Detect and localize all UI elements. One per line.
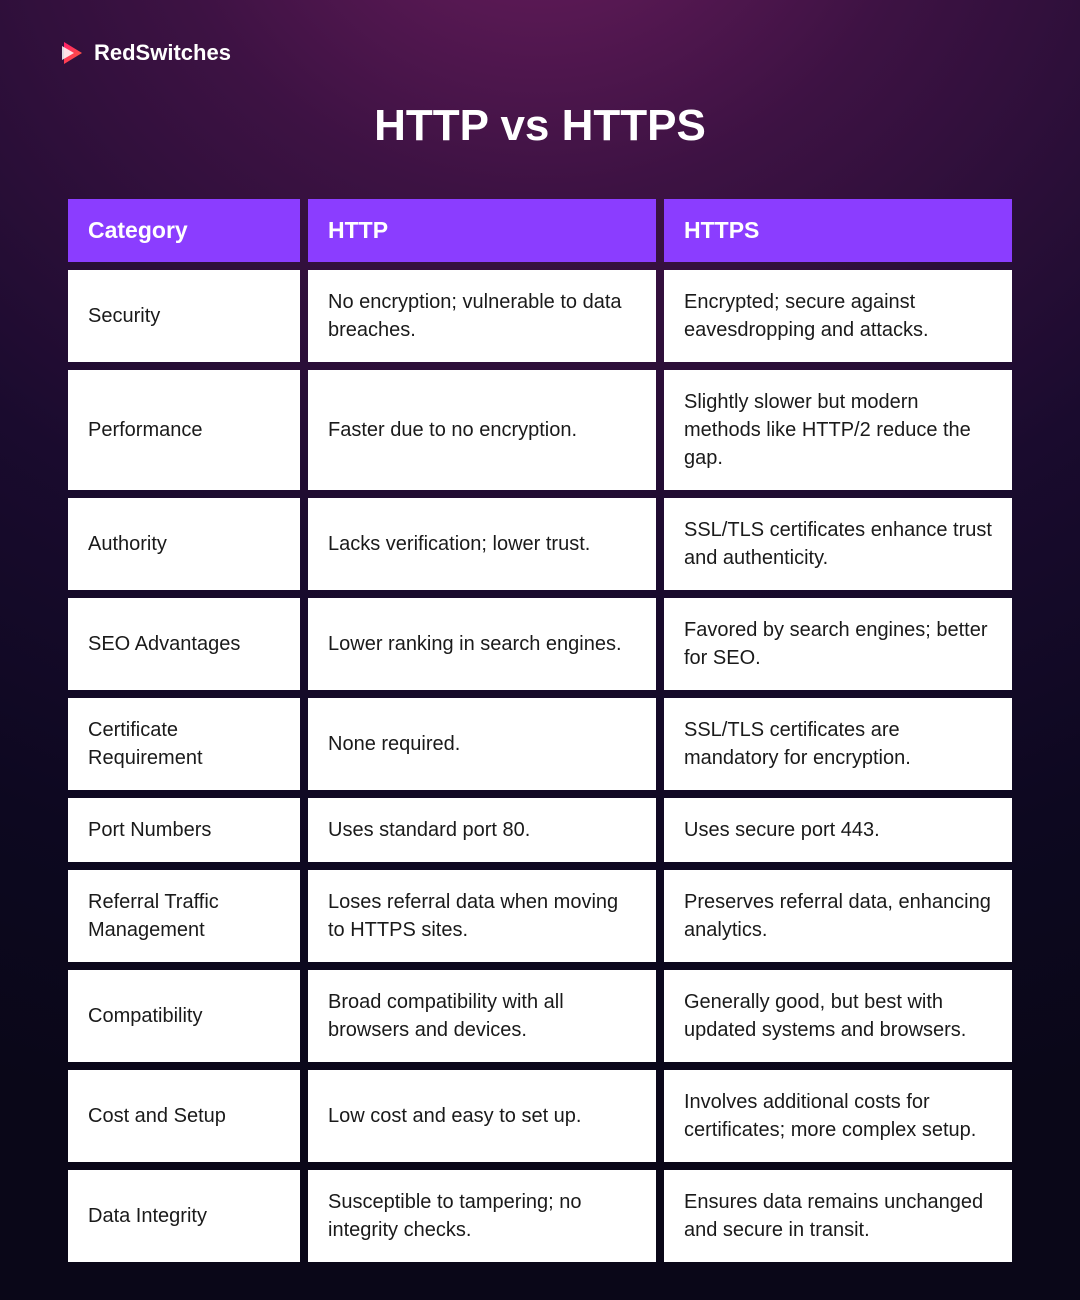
table-row: Certificate Requirement None required. S… bbox=[68, 698, 1012, 790]
table-row: SEO Advantages Lower ranking in search e… bbox=[68, 598, 1012, 690]
column-header-https: HTTPS bbox=[664, 199, 1012, 262]
cell-http: Broad compatibility with all browsers an… bbox=[308, 970, 656, 1062]
cell-category: Certificate Requirement bbox=[68, 698, 300, 790]
cell-https: Slightly slower but modern methods like … bbox=[664, 370, 1012, 490]
cell-https: Preserves referral data, enhancing analy… bbox=[664, 870, 1012, 962]
page-title: HTTP vs HTTPS bbox=[60, 101, 1020, 151]
cell-http: Low cost and easy to set up. bbox=[308, 1070, 656, 1162]
table-row: Referral Traffic Management Loses referr… bbox=[68, 870, 1012, 962]
cell-https: Involves additional costs for certificat… bbox=[664, 1070, 1012, 1162]
brand-name: RedSwitches bbox=[94, 40, 231, 66]
cell-http: Susceptible to tampering; no integrity c… bbox=[308, 1170, 656, 1262]
cell-https: Encrypted; secure against eavesdropping … bbox=[664, 270, 1012, 362]
cell-category: Security bbox=[68, 270, 300, 362]
column-header-category: Category bbox=[68, 199, 300, 262]
comparison-table: Category HTTP HTTPS Security No encrypti… bbox=[60, 191, 1020, 1270]
table-body: Security No encryption; vulnerable to da… bbox=[68, 270, 1012, 1262]
cell-https: Generally good, but best with updated sy… bbox=[664, 970, 1012, 1062]
table-row: Compatibility Broad compatibility with a… bbox=[68, 970, 1012, 1062]
cell-https: Ensures data remains unchanged and secur… bbox=[664, 1170, 1012, 1262]
cell-category: Cost and Setup bbox=[68, 1070, 300, 1162]
cell-category: Compatibility bbox=[68, 970, 300, 1062]
cell-http: Faster due to no encryption. bbox=[308, 370, 656, 490]
brand-logo: RedSwitches bbox=[60, 40, 1020, 66]
cell-https: SSL/TLS certificates are mandatory for e… bbox=[664, 698, 1012, 790]
cell-http: None required. bbox=[308, 698, 656, 790]
table-row: Data Integrity Susceptible to tampering;… bbox=[68, 1170, 1012, 1262]
cell-http: Uses standard port 80. bbox=[308, 798, 656, 862]
cell-http: Lacks verification; lower trust. bbox=[308, 498, 656, 590]
cell-https: Uses secure port 443. bbox=[664, 798, 1012, 862]
cell-https: Favored by search engines; better for SE… bbox=[664, 598, 1012, 690]
cell-category: Port Numbers bbox=[68, 798, 300, 862]
cell-http: Lower ranking in search engines. bbox=[308, 598, 656, 690]
cell-category: Performance bbox=[68, 370, 300, 490]
table-row: Port Numbers Uses standard port 80. Uses… bbox=[68, 798, 1012, 862]
play-icon bbox=[60, 40, 86, 66]
cell-http: No encryption; vulnerable to data breach… bbox=[308, 270, 656, 362]
cell-https: SSL/TLS certificates enhance trust and a… bbox=[664, 498, 1012, 590]
table-row: Cost and Setup Low cost and easy to set … bbox=[68, 1070, 1012, 1162]
cell-category: Authority bbox=[68, 498, 300, 590]
table-header-row: Category HTTP HTTPS bbox=[68, 199, 1012, 262]
column-header-http: HTTP bbox=[308, 199, 656, 262]
table-row: Performance Faster due to no encryption.… bbox=[68, 370, 1012, 490]
cell-category: Data Integrity bbox=[68, 1170, 300, 1262]
table-row: Authority Lacks verification; lower trus… bbox=[68, 498, 1012, 590]
table-row: Security No encryption; vulnerable to da… bbox=[68, 270, 1012, 362]
cell-http: Loses referral data when moving to HTTPS… bbox=[308, 870, 656, 962]
cell-category: SEO Advantages bbox=[68, 598, 300, 690]
cell-category: Referral Traffic Management bbox=[68, 870, 300, 962]
